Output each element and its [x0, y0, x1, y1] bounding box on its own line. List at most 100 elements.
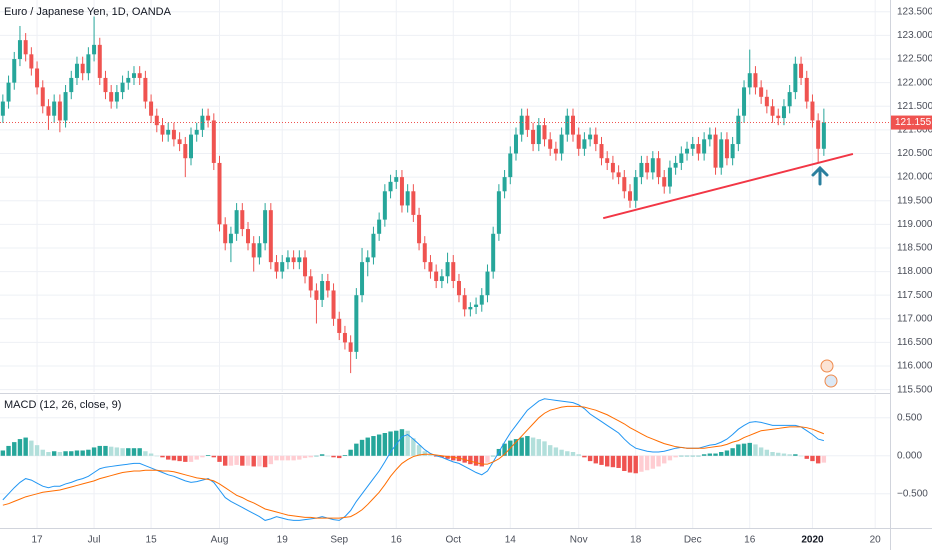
candle-body — [610, 162, 615, 173]
candle-body — [308, 276, 313, 291]
histogram-bar — [451, 455, 456, 461]
histogram-bar — [29, 440, 34, 456]
candle-body — [804, 77, 809, 102]
y-tick-label: 115.500 — [897, 384, 932, 395]
candle-body — [160, 125, 165, 135]
histogram-bar — [251, 455, 256, 467]
histogram-bar — [719, 452, 724, 456]
y-tick-label: −0.500 — [897, 488, 928, 499]
histogram-bar — [633, 455, 638, 474]
candle-body — [576, 134, 581, 149]
candle-body — [479, 295, 484, 305]
histogram-bar — [798, 455, 804, 457]
x-tick-label: Nov — [570, 535, 588, 546]
candle-body — [411, 191, 416, 215]
histogram-bar — [473, 455, 479, 466]
y-tick-label: 0.500 — [897, 412, 922, 423]
candle-body — [593, 134, 598, 145]
histogram-bar — [736, 444, 741, 456]
histogram-bar — [245, 455, 251, 466]
histogram-bar — [285, 455, 291, 461]
candle-body — [428, 262, 433, 272]
histogram-bar — [815, 455, 821, 464]
candle-body — [787, 92, 792, 107]
candle-body — [194, 129, 199, 135]
histogram-bar — [747, 442, 752, 456]
candle-body — [394, 177, 399, 182]
histogram-bar — [565, 451, 570, 456]
candle-body — [92, 44, 97, 55]
candle-body — [821, 122, 826, 149]
histogram-bar — [405, 430, 410, 456]
histogram-bar — [17, 439, 23, 456]
candle-body — [616, 172, 621, 178]
candle-body — [69, 77, 74, 93]
histogram-bar — [297, 455, 302, 460]
x-tick-label: Sep — [330, 535, 348, 546]
y-tick-label: 121.500 — [897, 101, 932, 112]
histogram-bar — [342, 455, 348, 456]
histogram-bar — [354, 443, 359, 456]
icon — [820, 359, 834, 373]
histogram-bar — [428, 455, 433, 456]
histogram-bar — [165, 455, 171, 460]
histogram-bar — [422, 451, 427, 456]
candle-body — [781, 106, 786, 119]
candle-body — [200, 115, 205, 130]
histogram-bar — [240, 455, 245, 466]
histogram-bar — [388, 431, 393, 456]
candle-body — [724, 139, 729, 159]
histogram-bar — [394, 430, 399, 456]
histogram-bar — [217, 455, 222, 462]
candle-body — [337, 318, 342, 333]
y-tick-label: 120.500 — [897, 148, 932, 159]
candle-body — [228, 233, 233, 244]
histogram-bar — [485, 455, 490, 463]
candle-body — [388, 181, 393, 192]
histogram-bar — [268, 455, 274, 465]
histogram-bar — [490, 455, 496, 457]
candle-body — [605, 158, 610, 163]
candle-body — [263, 210, 268, 244]
histogram-bar — [365, 437, 370, 456]
candle-body — [320, 281, 325, 300]
icon — [824, 374, 838, 388]
candle-body — [35, 68, 40, 88]
histogram-bar — [371, 436, 376, 456]
histogram-bar — [673, 455, 678, 458]
candle-body — [342, 332, 347, 343]
histogram-bar — [86, 449, 91, 456]
candle-body — [622, 177, 627, 192]
candle-body — [223, 224, 228, 244]
candle-body — [445, 262, 450, 277]
histogram-bar — [445, 455, 450, 459]
candle-body — [468, 306, 473, 310]
x-tick-label: 16 — [744, 535, 756, 546]
candle-body — [382, 191, 387, 220]
histogram-bar — [337, 455, 342, 459]
candle-body — [628, 191, 633, 201]
chart-title: Euro / Japanese Yen, 1D, OANDA — [4, 6, 172, 18]
candle-body — [166, 129, 171, 135]
candle-body — [730, 144, 735, 159]
candle-body — [679, 153, 684, 163]
histogram-bar — [205, 455, 211, 456]
indicator-icons — [820, 359, 838, 388]
histogram-bar — [188, 455, 194, 462]
histogram-bar — [143, 451, 148, 456]
histogram-bar — [713, 453, 718, 456]
histogram-bar — [382, 433, 388, 456]
candle-body — [656, 158, 661, 178]
y-tick-label: 123.500 — [897, 6, 932, 17]
histogram-bar — [576, 454, 581, 456]
candle-body — [291, 257, 296, 263]
histogram-bar — [200, 455, 205, 458]
candle-body — [736, 115, 741, 145]
histogram-bar — [781, 453, 787, 456]
histogram-bar — [97, 445, 102, 456]
histogram-bar — [74, 450, 80, 456]
candle-body — [371, 233, 376, 258]
x-tick-label: 17 — [31, 535, 43, 546]
histogram-bar — [656, 455, 661, 467]
histogram-bar — [502, 443, 507, 456]
